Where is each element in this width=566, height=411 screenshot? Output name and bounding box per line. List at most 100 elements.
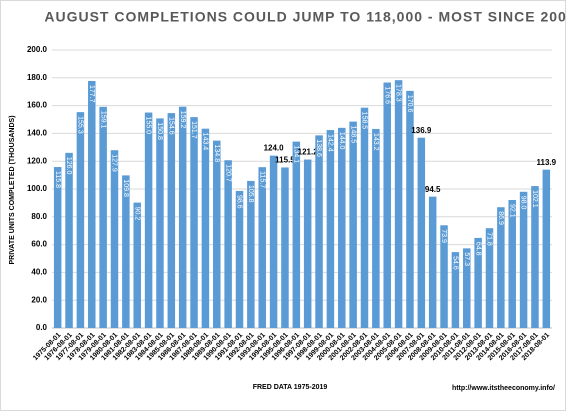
data-label: 178.3 xyxy=(395,84,402,102)
bar xyxy=(315,135,323,328)
bar xyxy=(133,202,141,328)
bar xyxy=(201,128,210,328)
bar xyxy=(53,167,62,328)
y-tick-label: 120.0 xyxy=(27,156,48,165)
data-label: 150.8 xyxy=(156,122,163,140)
bar xyxy=(326,130,335,328)
y-tick-label: 180.0 xyxy=(27,73,48,82)
y-tick-label: 20.0 xyxy=(31,295,47,304)
data-label: 73.9 xyxy=(440,229,447,243)
bar xyxy=(247,180,255,328)
bar xyxy=(281,167,289,328)
y-tick-label: 0.0 xyxy=(36,323,48,332)
bar xyxy=(65,152,73,328)
bar xyxy=(144,112,153,328)
data-label: 98.6 xyxy=(236,195,243,209)
data-label: 155.0 xyxy=(145,117,152,135)
data-label: 134.1 xyxy=(292,146,299,164)
data-label: 54.6 xyxy=(452,256,459,270)
data-label: 98.0 xyxy=(520,196,527,210)
bar xyxy=(394,80,403,329)
bar xyxy=(372,128,380,328)
data-label: 143.4 xyxy=(202,133,209,151)
data-label: 90.2 xyxy=(133,207,140,221)
bar xyxy=(190,117,198,329)
data-label: 144.0 xyxy=(338,132,345,150)
bar xyxy=(167,113,176,328)
data-label: 113.9 xyxy=(537,158,557,167)
data-label: 142.4 xyxy=(327,134,334,152)
data-label: 102.1 xyxy=(531,190,538,208)
y-tick-label: 160.0 xyxy=(27,101,48,110)
bar xyxy=(406,90,414,328)
source-url: http://www.itstheeconomy.info/ xyxy=(452,385,555,392)
data-label: 86.9 xyxy=(497,211,504,225)
data-label: 127.9 xyxy=(111,154,118,172)
data-label: 121.2 xyxy=(298,148,319,157)
data-label: 176.6 xyxy=(383,87,390,105)
bar xyxy=(360,107,369,328)
data-label: 134.8 xyxy=(213,145,220,163)
bar xyxy=(497,207,505,328)
data-label: 105.8 xyxy=(247,185,254,203)
bar xyxy=(519,191,528,328)
data-label: 155.3 xyxy=(77,116,84,134)
bar xyxy=(76,112,85,329)
bar xyxy=(178,106,187,328)
y-tick-label: 100.0 xyxy=(27,184,48,193)
bar xyxy=(292,141,301,328)
bar xyxy=(417,137,426,328)
bar xyxy=(463,248,471,328)
bar xyxy=(451,252,460,328)
bar xyxy=(110,150,119,328)
data-label: 94.5 xyxy=(425,185,441,194)
x-axis-label: FRED DATA 1975-2019 xyxy=(253,384,328,391)
chart-title: AUGUST COMPLETIONS COULD JUMP TO 118,000… xyxy=(44,9,566,25)
data-label: 159.1 xyxy=(99,111,106,129)
bar xyxy=(349,121,357,329)
y-tick-label: 140.0 xyxy=(27,129,48,138)
bar xyxy=(440,225,448,328)
bar xyxy=(122,175,130,328)
bar xyxy=(88,80,96,328)
data-label: 71.8 xyxy=(486,232,493,246)
data-label: 151.7 xyxy=(190,121,197,139)
data-label: 170.6 xyxy=(406,95,413,113)
data-label: 124.0 xyxy=(264,144,285,153)
bar xyxy=(235,190,244,328)
bar xyxy=(156,118,164,328)
data-label: 109.8 xyxy=(122,179,129,197)
data-label: 92.1 xyxy=(508,204,515,218)
data-label: 138.6 xyxy=(315,139,322,157)
bar xyxy=(99,106,107,328)
bar xyxy=(338,127,346,328)
bar xyxy=(508,199,516,328)
y-axis-label: PRIVATE UNITS COMPLETED (THOUSANDS) xyxy=(9,115,16,264)
y-tick-label: 60.0 xyxy=(31,240,47,249)
data-label: 159.2 xyxy=(179,111,186,129)
bar xyxy=(542,169,551,328)
bar xyxy=(224,160,232,328)
data-label: 158.5 xyxy=(361,112,368,130)
bar xyxy=(269,155,278,328)
y-tick-label: 80.0 xyxy=(31,212,47,221)
data-label: 115.7 xyxy=(258,171,265,188)
data-label: 148.5 xyxy=(349,126,356,144)
bar xyxy=(213,140,221,328)
bar xyxy=(303,159,312,328)
bar xyxy=(474,237,482,328)
bar xyxy=(383,82,391,328)
data-label: 143.2 xyxy=(372,133,379,151)
data-label: 126.0 xyxy=(65,157,72,175)
data-label: 177.7 xyxy=(88,85,95,103)
data-label: 115.5 xyxy=(275,156,295,165)
bar xyxy=(485,228,494,328)
data-label: 57.3 xyxy=(463,252,470,266)
bar xyxy=(531,186,539,328)
data-label: 64.8 xyxy=(474,242,481,256)
y-tick-label: 200.0 xyxy=(27,45,48,54)
data-label: 120.7 xyxy=(224,164,231,182)
data-label: 115.8 xyxy=(54,171,61,188)
bar xyxy=(428,196,437,328)
